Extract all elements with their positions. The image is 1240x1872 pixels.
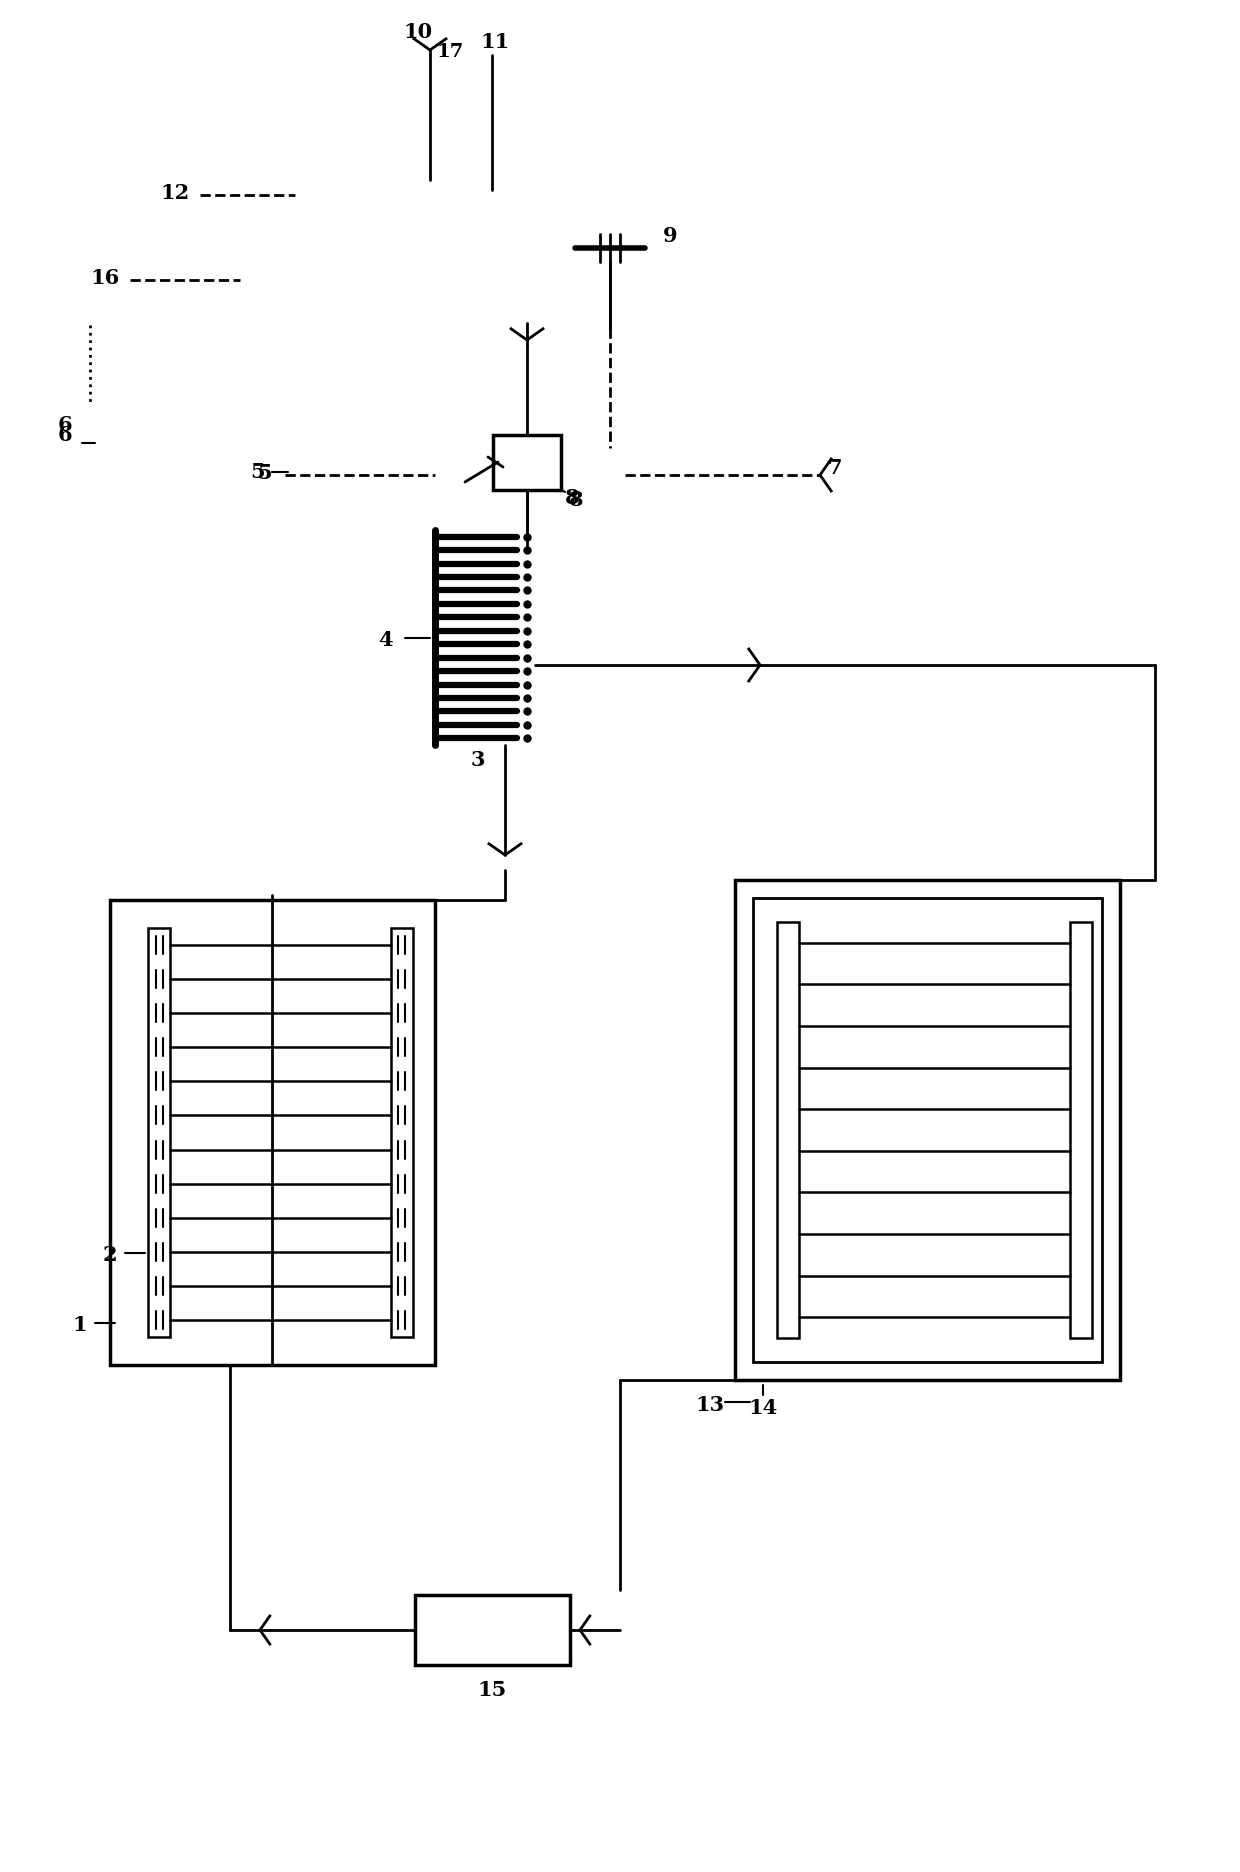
Text: 10: 10 (403, 22, 433, 41)
Text: 14: 14 (749, 1398, 777, 1417)
Bar (1070, 923, 1092, 1338)
Text: 2: 2 (103, 1245, 118, 1265)
Bar (110, 900, 435, 1365)
Text: 13: 13 (696, 1395, 724, 1415)
Bar (777, 923, 799, 1338)
Text: 5: 5 (250, 462, 265, 481)
Text: 16: 16 (91, 268, 119, 288)
Bar (415, 1595, 570, 1664)
Text: 5: 5 (258, 462, 273, 483)
Bar (735, 880, 1120, 1380)
Bar (148, 929, 170, 1337)
Text: 6: 6 (58, 416, 72, 434)
Text: 17: 17 (436, 43, 464, 62)
Bar (391, 929, 413, 1337)
Bar (753, 899, 1102, 1363)
Text: 12: 12 (160, 183, 190, 202)
Bar (494, 434, 560, 490)
Text: 1: 1 (73, 1314, 87, 1335)
Text: 4: 4 (378, 631, 392, 650)
Text: 15: 15 (477, 1679, 507, 1700)
Text: 9: 9 (662, 227, 677, 245)
Text: 8: 8 (569, 490, 583, 509)
Text: 6: 6 (58, 425, 72, 446)
Text: 7: 7 (828, 459, 842, 477)
Text: 3: 3 (471, 751, 485, 769)
Text: 11: 11 (480, 32, 510, 52)
Text: 8: 8 (564, 489, 579, 507)
